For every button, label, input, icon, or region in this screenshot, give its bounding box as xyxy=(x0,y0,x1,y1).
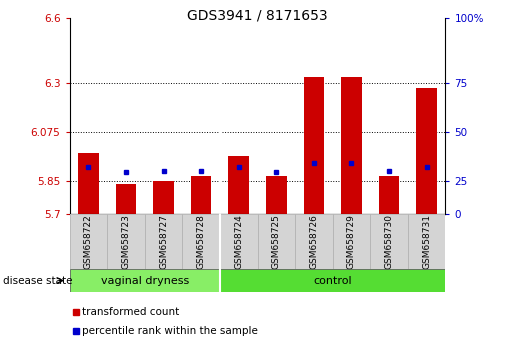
Bar xyxy=(408,214,445,269)
Bar xyxy=(416,87,437,214)
Bar xyxy=(258,214,295,269)
Bar xyxy=(379,176,400,214)
Bar xyxy=(220,214,258,269)
Bar xyxy=(191,176,212,214)
Bar xyxy=(115,184,136,214)
Text: GSM658726: GSM658726 xyxy=(310,214,318,269)
Text: control: control xyxy=(313,275,352,286)
Bar xyxy=(370,214,408,269)
Bar xyxy=(220,269,445,292)
Bar xyxy=(295,214,333,269)
Bar xyxy=(303,76,324,214)
Text: GSM658729: GSM658729 xyxy=(347,214,356,269)
Text: GSM658724: GSM658724 xyxy=(234,214,243,269)
Text: GSM658728: GSM658728 xyxy=(197,214,205,269)
Bar xyxy=(107,214,145,269)
Text: percentile rank within the sample: percentile rank within the sample xyxy=(82,326,259,336)
Text: transformed count: transformed count xyxy=(82,307,180,316)
Bar xyxy=(333,214,370,269)
Bar xyxy=(70,214,107,269)
Bar xyxy=(153,182,174,214)
Text: GSM658731: GSM658731 xyxy=(422,214,431,269)
Bar xyxy=(145,214,182,269)
Text: GSM658730: GSM658730 xyxy=(385,214,393,269)
Text: GSM658723: GSM658723 xyxy=(122,214,130,269)
Text: disease state: disease state xyxy=(3,275,72,286)
Text: GSM658725: GSM658725 xyxy=(272,214,281,269)
Text: GSM658727: GSM658727 xyxy=(159,214,168,269)
Bar xyxy=(266,176,287,214)
Text: GSM658722: GSM658722 xyxy=(84,214,93,269)
Bar xyxy=(341,76,362,214)
Text: GDS3941 / 8171653: GDS3941 / 8171653 xyxy=(187,9,328,23)
Bar xyxy=(182,214,220,269)
Bar xyxy=(228,156,249,214)
Bar xyxy=(78,153,99,214)
Text: vaginal dryness: vaginal dryness xyxy=(100,275,189,286)
Bar xyxy=(70,269,220,292)
